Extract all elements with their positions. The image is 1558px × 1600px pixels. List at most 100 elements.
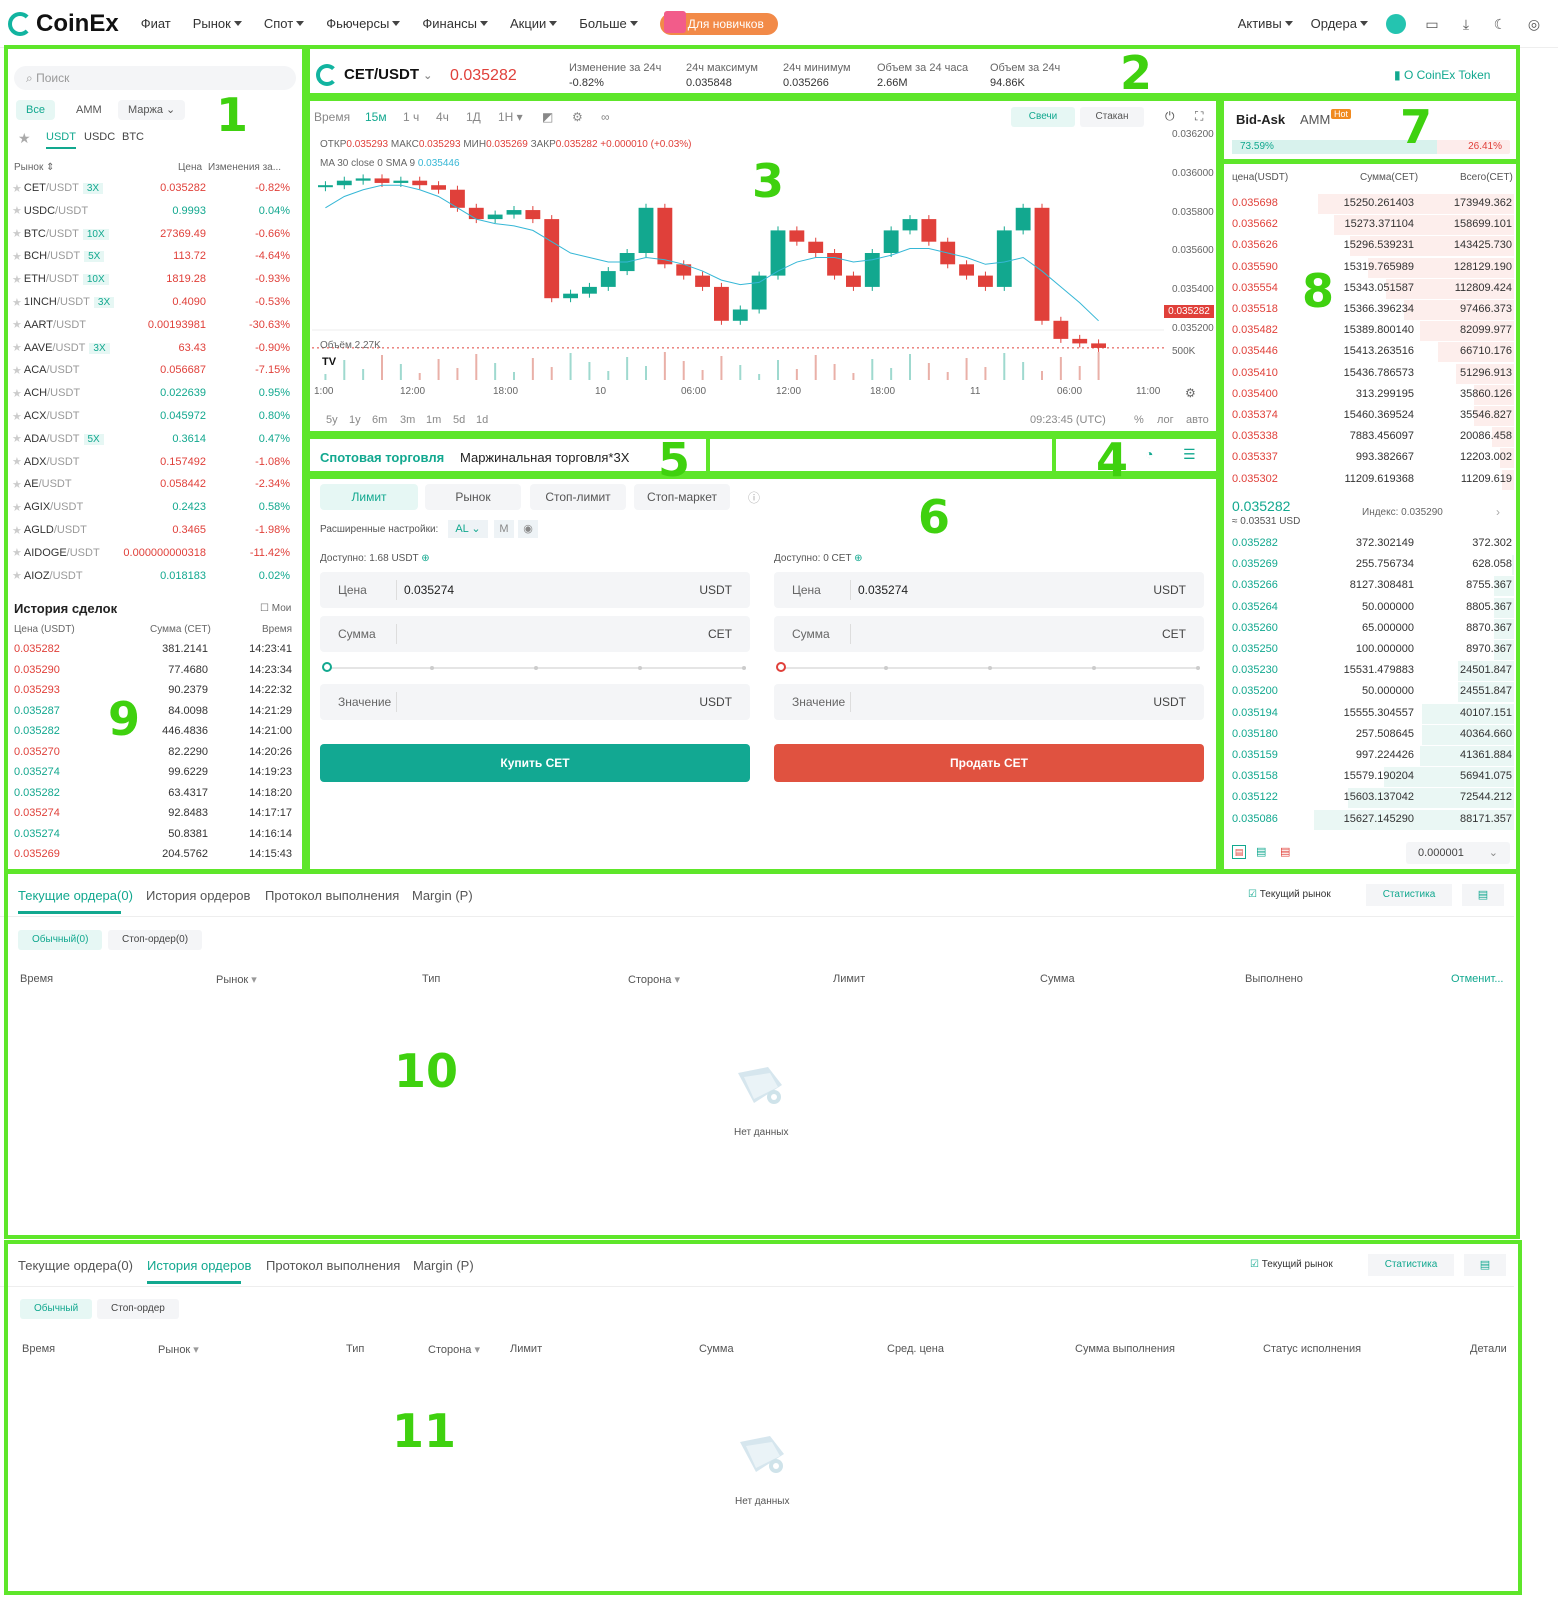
subtab-normal[interactable]: Обычный(0) [18,930,103,950]
star-icon[interactable]: ★ [12,570,22,583]
sell-price-field[interactable]: Цена 0.035274 USDT [774,572,1204,608]
ask-row[interactable]: 0.035338 7883.456097 20086.458 [1228,427,1514,448]
bid-row[interactable]: 0.035260 65.000000 8870.367 [1228,618,1514,639]
ask-row[interactable]: 0.035337 993.382667 12203.002 [1228,448,1514,469]
orders-col-header[interactable]: Сторона ▾ [628,974,680,986]
market-row[interactable]: ★ ADA/USDT 5X 0.3614 0.47% [12,429,298,449]
tab-margin-trading[interactable]: Маржинальная торговля*3X [460,450,630,465]
tab-margin[interactable]: Margin (P) [413,1258,474,1273]
current-market-checkbox[interactable]: ☑ Текущий рынок [1248,889,1331,900]
filter-margin[interactable]: Маржа ⌄ [118,100,186,120]
bid-row[interactable]: 0.035266 8127.308481 8755.367 [1228,576,1514,597]
ask-row[interactable]: 0.035482 15389.800140 82099.977 [1228,321,1514,342]
subtab-normal[interactable]: Обычный [20,1299,93,1319]
statistics-button[interactable]: Статистика [1368,1254,1454,1276]
market-row[interactable]: ★ BCH/USDT 5X 113.72 -4.64% [12,246,298,266]
ob-view-both-icon[interactable]: ▤ [1232,845,1246,859]
nav-item-more[interactable]: Больше [579,16,638,31]
bid-row[interactable]: 0.035250 100.000000 8970.367 [1228,640,1514,660]
tf-1d[interactable]: 1Д [466,110,481,124]
star-icon[interactable]: ★ [12,205,22,218]
indicators-icon[interactable]: ∞ [601,110,610,124]
tf-15m[interactable]: 15м [365,110,387,124]
auto-scale-toggle[interactable]: авто [1186,414,1209,426]
quote-tab-btc[interactable]: BTC [122,131,144,143]
slider-step-dot[interactable] [742,666,746,670]
ask-row[interactable]: 0.035400 313.299195 35860.126 [1228,384,1514,405]
fullscreen-icon[interactable]: ⛶ [1195,109,1204,123]
filter-all[interactable]: Все [16,100,55,120]
view-depth-button[interactable]: Стакан [1080,107,1144,127]
nav-item-market[interactable]: Рынок [193,16,242,31]
tab-execution-log[interactable]: Протокол выполнения [265,888,400,903]
star-icon[interactable]: ★ [12,478,22,491]
nav-item-assets[interactable]: Активы [1238,16,1293,31]
range-5y[interactable]: 5y [326,414,338,426]
download-icon[interactable]: ⤓ [1462,15,1470,32]
star-icon[interactable]: ★ [12,342,22,355]
range-5d[interactable]: 5d [453,414,466,426]
sell-slider-handle[interactable] [776,662,786,672]
nav-item-fiat[interactable]: Фиат [140,16,171,31]
bid-row[interactable]: 0.035180 257.508645 40364.660 [1228,724,1514,745]
filter-amm[interactable]: AMM [76,104,102,116]
sell-value-field[interactable]: Значение USDT [774,684,1204,720]
nav-item-futures[interactable]: Фьючерсы [326,16,401,31]
market-row[interactable]: ★ AIDOGE/USDT 0.000000000318 -11.42% [12,543,298,563]
range-1d[interactable]: 1d [476,414,489,426]
slider-step-dot[interactable] [534,666,538,670]
tab-order-history[interactable]: История ордеров [146,888,251,903]
market-col-header[interactable]: Рынок ⇕ [14,162,55,173]
hide-eye-icon[interactable]: ◉ [518,520,538,538]
order-type-stop-market[interactable]: Стоп-маркет [634,484,730,510]
buy-button[interactable]: Купить CET [320,744,750,782]
nav-item-promotions[interactable]: Акции [510,16,558,31]
market-row[interactable]: ★ AGIX/USDT 0.2423 0.58% [12,497,298,517]
ob-precision-select[interactable]: 0.000001 ⌄ [1406,842,1510,864]
tab-order-history[interactable]: История ордеров [147,1258,252,1273]
star-icon[interactable]: ★ [12,410,22,423]
market-row[interactable]: ★ CET/USDT 3X 0.035282 -0.82% [12,178,298,198]
star-icon[interactable]: ★ [12,296,22,309]
chart-settings-icon[interactable]: ⚙ [572,110,583,124]
ask-row[interactable]: 0.035302 11209.619368 11209.619 [1228,469,1514,490]
orders-col-header[interactable]: Рынок ▾ [216,974,257,986]
reset-chart-icon[interactable]: ⏻ [1165,109,1175,123]
deposit-plus-icon[interactable]: ⊕ [421,553,430,564]
buy-slider-handle[interactable] [322,662,332,672]
ask-row[interactable]: 0.035662 15273.371104 158699.101 [1228,215,1514,236]
chart-type-icon[interactable]: ◩ [542,110,554,124]
ob-view-bids-icon[interactable]: ▤ [1256,846,1267,858]
nav-item-spot[interactable]: Спот [264,16,305,31]
brand-logo[interactable]: CoinEx [8,10,119,38]
price-chart[interactable] [312,130,1164,386]
slider-step-dot[interactable] [988,666,992,670]
market-row[interactable]: ★ AIOZ/USDT 0.018183 0.02% [12,566,298,586]
change-col-header[interactable]: Изменения за... [208,162,282,173]
star-icon[interactable]: ★ [12,433,22,446]
tab-amm[interactable]: AMM [1300,112,1331,127]
subtab-stop[interactable]: Стоп-ордер [97,1299,179,1319]
tab-current-orders[interactable]: Текущие ордера(0) [18,888,133,903]
market-row[interactable]: ★ ETH/USDT 10X 1819.28 -0.93% [12,269,298,289]
favorites-star-icon[interactable]: ★ [18,130,31,146]
market-row[interactable]: ★ ACA/USDT 0.056687 -7.15% [12,360,298,380]
market-search-input[interactable]: ⌕ Поиск [14,66,296,90]
ask-row[interactable]: 0.035374 15460.369524 35546.827 [1228,406,1514,426]
pair-selector[interactable]: CET/USDT ⌄ [344,66,433,83]
market-row[interactable]: ★ AART/USDT 0.00193981 -30.63% [12,315,298,335]
ask-row[interactable]: 0.035410 15436.786573 51296.913 [1228,363,1514,384]
star-icon[interactable]: ★ [12,182,22,195]
range-1y[interactable]: 1y [349,414,361,426]
bid-row[interactable]: 0.035122 15603.137042 72544.212 [1228,788,1514,809]
bid-row[interactable]: 0.035086 15627.145290 88171.357 [1228,809,1514,830]
current-market-checkbox[interactable]: ☑ Текущий рынок [1250,1259,1333,1270]
percent-scale-toggle[interactable]: % [1134,414,1144,426]
export-icon[interactable]: ▤ [1462,884,1504,906]
market-row[interactable]: ★ AAVE/USDT 3X 63.43 -0.90% [12,338,298,358]
avatar[interactable] [1386,13,1406,34]
tab-execution-log[interactable]: Протокол выполнения [266,1258,401,1273]
bid-row[interactable]: 0.035230 15531.479883 24501.847 [1228,661,1514,682]
log-scale-toggle[interactable]: лог [1157,414,1174,426]
my-trades-checkbox[interactable]: ☐ Мои [260,603,292,614]
